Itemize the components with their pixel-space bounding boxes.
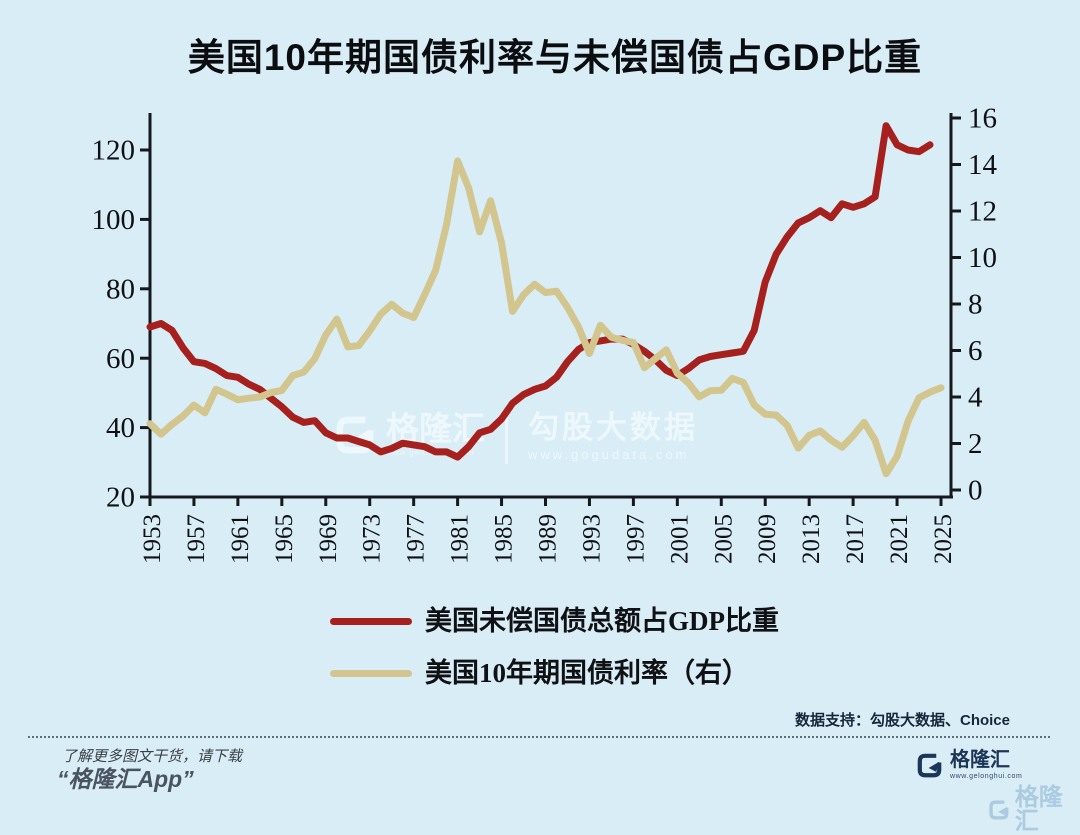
series-10y-yield-line xyxy=(146,157,945,478)
svg-text:1993: 1993 xyxy=(578,514,605,564)
svg-text:1961: 1961 xyxy=(227,514,254,564)
legend-swatch-yield xyxy=(330,670,412,677)
gelonghui-logo: 格隆汇 www.gelonghui.com xyxy=(916,750,1022,780)
promo-text: 了解更多图文干货，请下载 xyxy=(62,748,243,765)
svg-text:40: 40 xyxy=(106,412,135,444)
svg-text:2025: 2025 xyxy=(930,514,957,564)
page-title: 美国10年期国债利率与未偿国债占GDP比重 xyxy=(187,37,923,78)
svg-text:2021: 2021 xyxy=(886,514,913,564)
svg-text:20: 20 xyxy=(106,482,135,514)
svg-text:0: 0 xyxy=(968,475,983,507)
svg-text:100: 100 xyxy=(92,204,136,236)
svg-text:14: 14 xyxy=(968,149,998,181)
right-axis-ticks: 0 2 4 6 8 10 12 14 16 xyxy=(951,103,998,507)
svg-text:2009: 2009 xyxy=(754,514,781,564)
svg-text:6: 6 xyxy=(968,335,983,367)
svg-text:120: 120 xyxy=(92,135,136,167)
svg-text:1977: 1977 xyxy=(403,514,430,564)
svg-text:4: 4 xyxy=(968,382,983,414)
svg-text:1989: 1989 xyxy=(535,514,562,564)
legend-item-yield: 美国10年期国债利率（右） xyxy=(330,655,779,692)
svg-text:1985: 1985 xyxy=(491,514,518,564)
svg-text:1973: 1973 xyxy=(359,514,386,564)
svg-text:8: 8 xyxy=(968,289,983,321)
svg-text:2013: 2013 xyxy=(798,514,825,564)
corner-brand-name: 格隆汇 xyxy=(1014,784,1063,835)
svg-text:12: 12 xyxy=(968,196,997,228)
logo-text-block: 格隆汇 www.gelonghui.com xyxy=(950,750,1022,780)
legend-swatch-debt xyxy=(330,618,412,625)
legend-label-debt: 美国未偿国债总额占GDP比重 xyxy=(425,606,779,636)
svg-text:2017: 2017 xyxy=(842,514,869,564)
left-axis-ticks: 20 40 60 80 100 120 xyxy=(92,135,150,514)
svg-text:1981: 1981 xyxy=(447,514,474,564)
x-axis-ticks: 1953 1957 1961 1965 1969 1973 1977 1981 1985 1989… xyxy=(139,497,957,564)
logo-brand-name: 格隆汇 xyxy=(950,749,1010,771)
svg-text:1969: 1969 xyxy=(315,514,342,564)
svg-text:60: 60 xyxy=(106,343,135,375)
svg-text:1953: 1953 xyxy=(139,514,166,564)
legend-label-yield: 美国10年期国债利率（右） xyxy=(425,658,749,688)
svg-text:10: 10 xyxy=(968,242,997,274)
legend-item-debt: 美国未偿国债总额占GDP比重 xyxy=(330,603,779,640)
svg-text:1997: 1997 xyxy=(622,514,649,564)
chart-legend: 美国未偿国债总额占GDP比重 美国10年期国债利率（右） xyxy=(330,603,779,692)
corner-g-icon xyxy=(989,800,1009,820)
promo-app-name: “格隆汇App” xyxy=(57,766,194,792)
svg-text:2005: 2005 xyxy=(710,514,737,564)
dotted-separator xyxy=(28,736,1050,738)
series-debt-gdp-line xyxy=(146,122,934,461)
logo-brand-url: www.gelonghui.com xyxy=(950,773,1023,780)
svg-text:2001: 2001 xyxy=(666,514,693,564)
svg-text:1957: 1957 xyxy=(183,514,210,564)
gelonghui-g-logo-icon xyxy=(917,753,942,777)
data-support-note: 数据支持：勾股大数据、Choice xyxy=(794,712,1010,729)
svg-text:80: 80 xyxy=(106,273,135,305)
svg-text:1965: 1965 xyxy=(271,514,298,564)
svg-text:16: 16 xyxy=(968,103,997,135)
svg-text:2: 2 xyxy=(968,428,983,460)
corner-watermark: 格隆汇 xyxy=(988,786,1080,834)
